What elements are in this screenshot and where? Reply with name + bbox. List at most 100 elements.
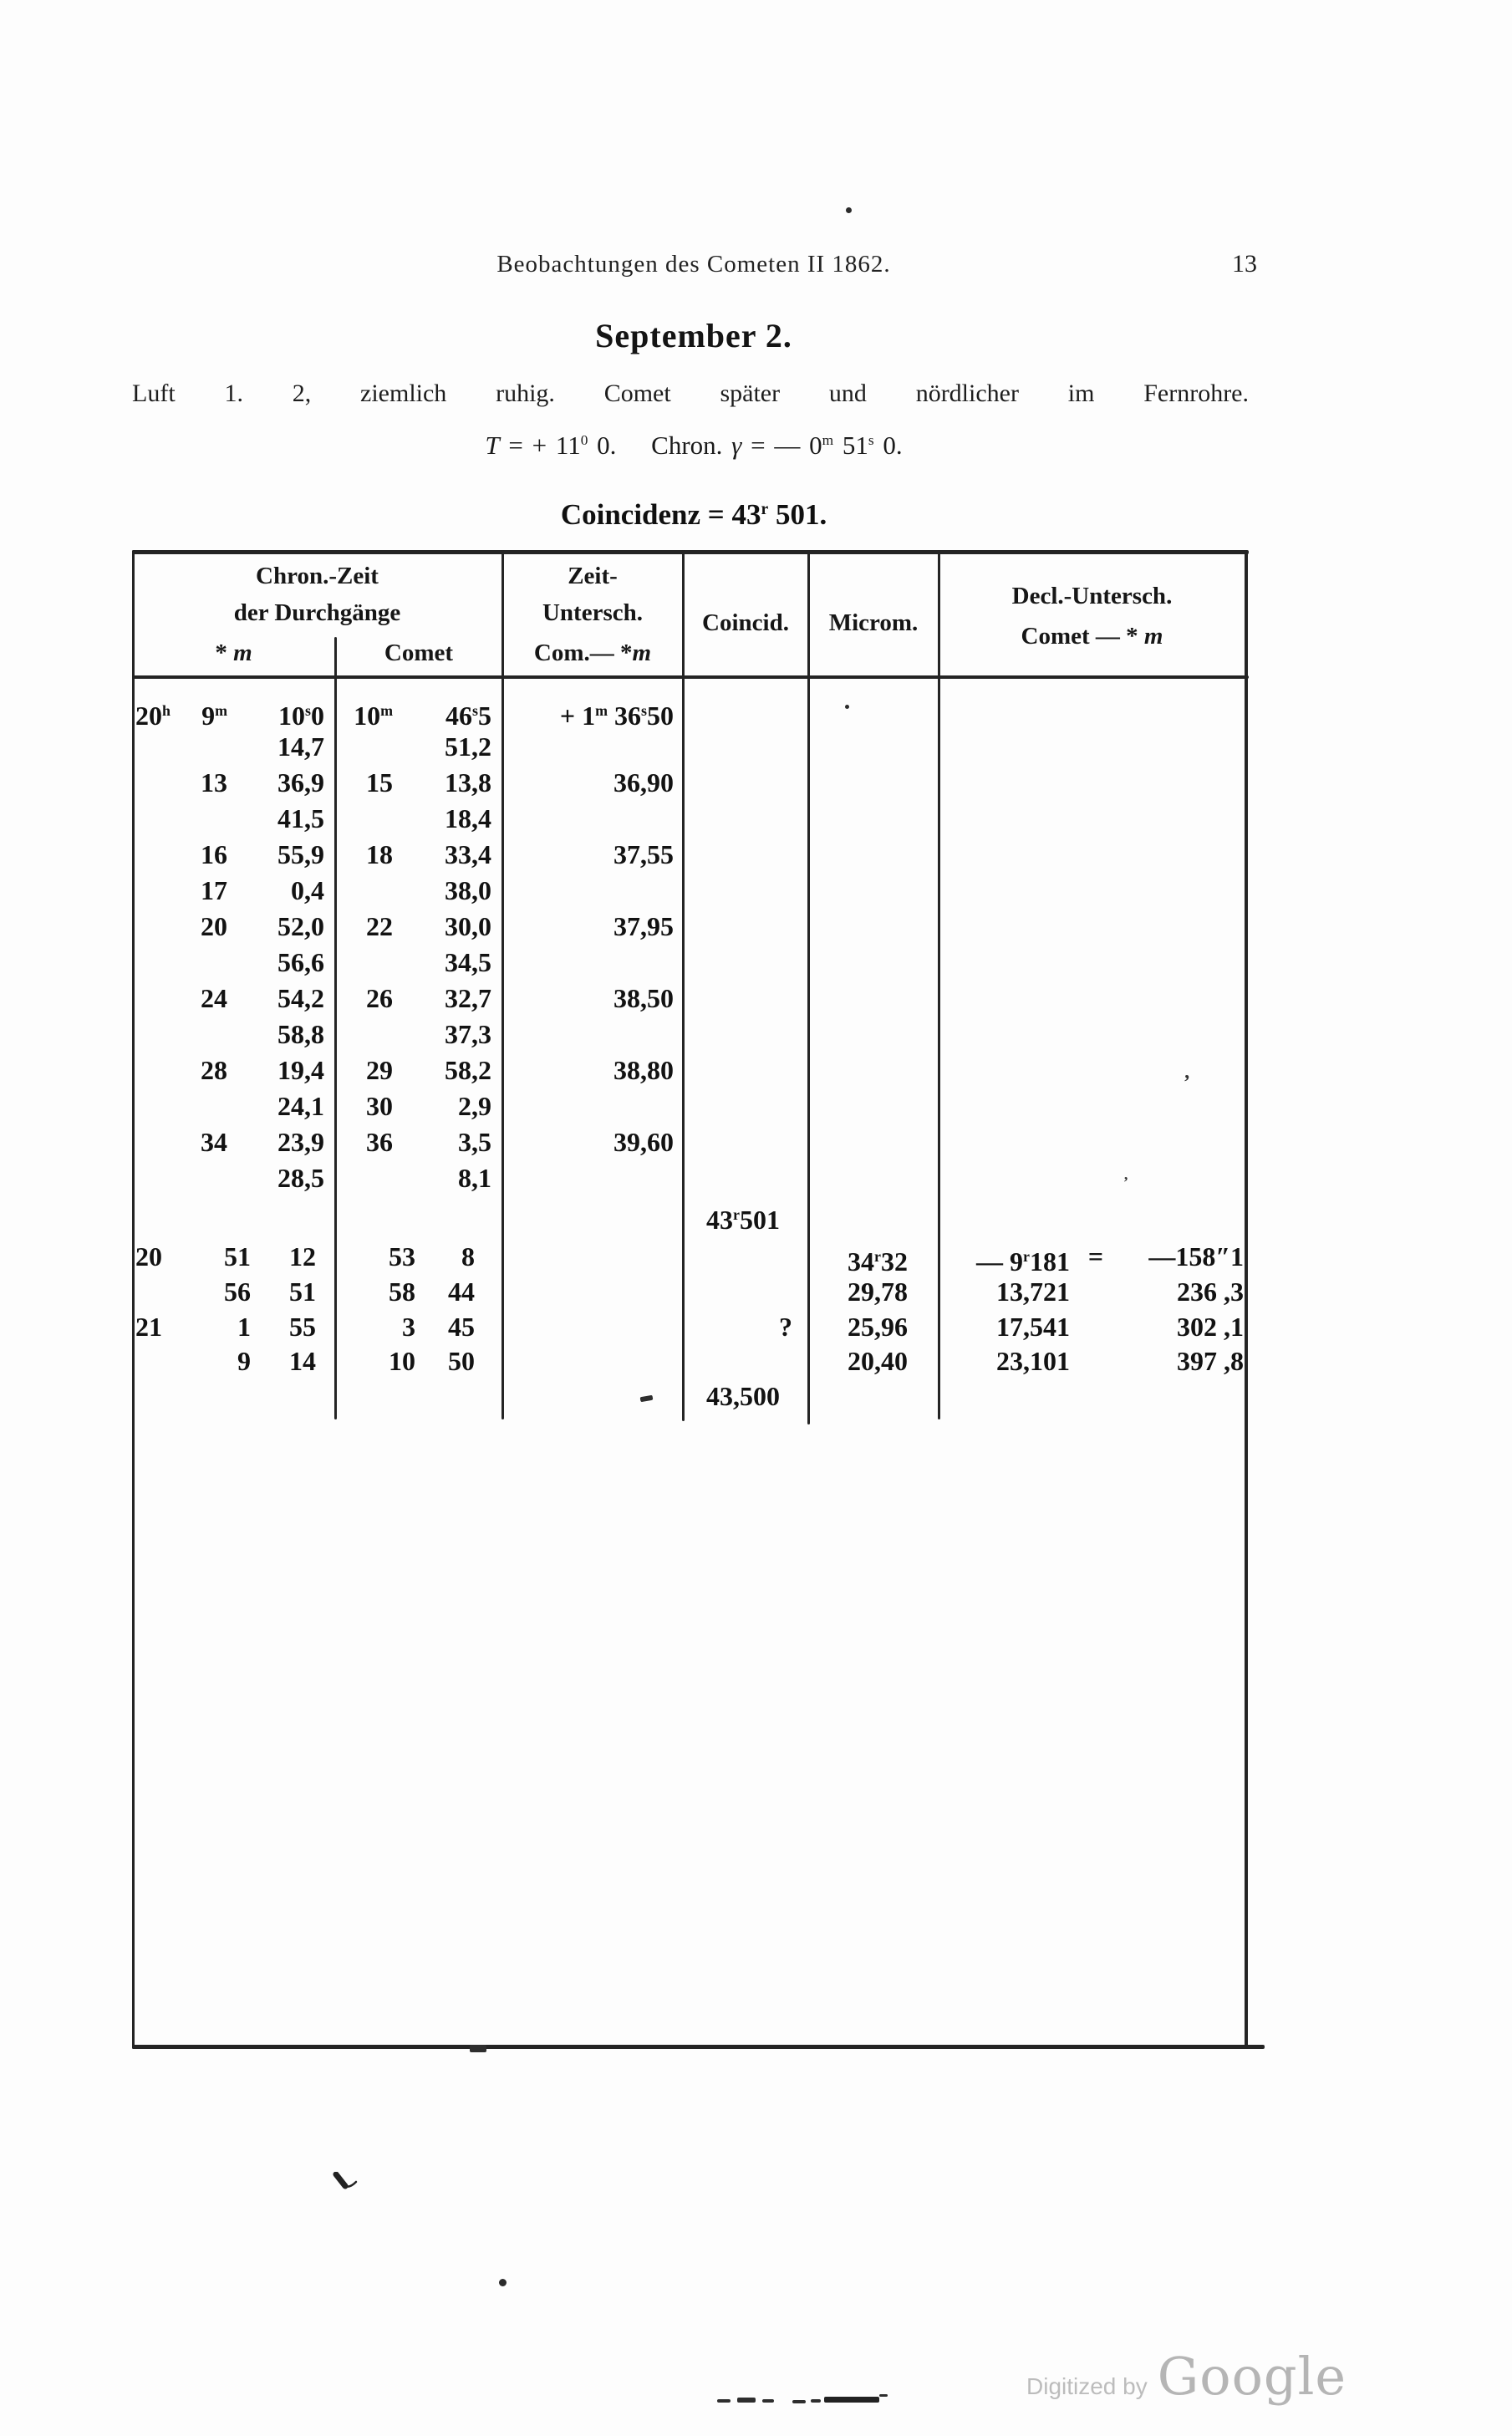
cell-decl-left: 23,101 [996,1346,1070,1376]
table-border-top [132,550,1249,554]
running-title: Beobachtungen des Cometen II 1862. [496,251,891,278]
cell-star-min: 17 [201,875,227,905]
table-row: 20 51 12 53 8 34r32 — 9r181 = —158″1 [132,1238,1247,1277]
table-row: 17 0,4 38,0 [132,872,1247,909]
ink-smudge-dash [792,2400,806,2403]
cell-zeit-untersch: 37,55 [613,839,674,869]
ink-smudge-dash [811,2399,821,2403]
ink-speck-top [846,207,852,213]
cell-decl-right: 302 ,1 [1177,1312,1244,1342]
cell-comet-sec: 3,5 [458,1127,491,1157]
table-row: 28 19,4 29 58,2 38,80 [132,1052,1247,1088]
cell-star-sec: 14 [289,1346,316,1376]
col-header-chron-2: der Durchgänge [233,599,401,626]
ink-smudge-dash [762,2399,774,2403]
table-row: 9 14 10 50 20,40 23,101 397 ,8 [132,1343,1247,1379]
cell-star-sec: 55 [289,1312,316,1342]
cell-comet-sec: 44 [448,1277,475,1307]
table-row: 20h 9m 10s0 10m 46s5 + 1m 36s50 [132,692,1247,731]
table-vrule-chron-zeit [501,550,504,1419]
ink-smudge-dash [879,2394,888,2397]
google-logo: Google [1157,2346,1347,2407]
cell-star-min: 56 [224,1277,251,1307]
table-vrule-microm-decl [938,550,940,1419]
cell-star-sec: 52,0 [277,911,324,941]
cell-star-sec: 10s0 [278,701,324,731]
cell-star-sec: 51 [289,1277,316,1307]
col-header-microm: Microm. [828,609,919,636]
cell-star-min: 16 [201,839,227,869]
table-row: 16 55,9 18 33,4 37,55 [132,836,1247,873]
cell-coincid: 43r501 [706,1205,780,1236]
table-row: 56 51 58 44 29,78 13,721 236 ,3 [132,1273,1247,1310]
cell-comet-sec: 38,0 [445,875,491,905]
table-vrule-star-comet [334,637,337,1419]
table-row: 24,1 30 2,9 [132,1088,1247,1124]
cell-star-sec: 41,5 [277,803,324,833]
cell-comet-min: 58 [389,1277,415,1307]
cell-star-min: 9 [237,1346,251,1376]
ink-speck-under-header [845,705,849,709]
cell-comet-min: 22 [366,911,393,941]
table-row: 14,7 51,2 [132,728,1247,765]
cell-comet-min: 15 [366,767,393,798]
table-row: 41,5 18,4 [132,800,1247,837]
watermark: Digitized by Google [1026,2346,1347,2407]
cell-comet-sec: 34,5 [445,947,491,977]
page-number: 13 [1232,250,1257,278]
cell-decl-left: 17,541 [996,1312,1070,1342]
ink-blob-bottom-border [470,2045,486,2052]
cell-star-sec: 12 [289,1241,316,1272]
cell-star-sec: 28,5 [277,1163,324,1193]
cell-decl-right: —158″1 [1148,1241,1244,1272]
cell-star-min: 28 [201,1055,227,1085]
cell-star-min: 20 [201,911,227,941]
cell-decl-equals: = [1087,1241,1104,1272]
table-header-rule [132,675,1249,679]
col-header-zeit-1: Zeit- [568,563,618,589]
table-row: 43r501 [132,1196,1247,1236]
cell-star-min: 34 [201,1127,227,1157]
col-header-zeit-2: Untersch. [542,599,643,626]
table-row: 13 36,9 15 13,8 36,90 [132,764,1247,801]
col-header-zeit-3: Com.— *m [533,640,652,666]
section-title: September 2. [595,317,792,354]
cell-star-sec: 36,9 [277,767,324,798]
table-row: 43,500 [132,1378,1247,1414]
cell-comet-min: 53 [389,1241,415,1272]
table-row: 28,5 8,1 [132,1159,1247,1196]
table-row: 24 54,2 26 32,7 38,50 [132,980,1247,1017]
col-header-star-m: * m [215,640,252,666]
cell-star-sec: 0,4 [291,875,324,905]
cell-star-min: 1 [237,1312,251,1342]
observation-note: Luft 1. 2, ziemlich ruhig. Comet später … [132,380,1249,407]
cell-comet-sec: 32,7 [445,983,491,1013]
col-header-decl-2: Comet — * m [1021,623,1163,650]
cell-star-sec: 23,9 [277,1127,324,1157]
cell-star-min: 9m [201,701,227,731]
ink-smudge-dash [824,2397,879,2403]
cell-comet-min: 36 [366,1127,393,1157]
ink-dot-bottom [499,2279,507,2286]
cell-decl-left: 13,721 [996,1277,1070,1307]
ink-tick-right: ’ [1123,1174,1128,1190]
parameters-line: T = + 110 0. Chron. γ = — 0m 51s 0. [485,430,903,460]
cell-comet-min: 10 [389,1346,415,1376]
col-header-decl-1: Decl.-Untersch. [1011,583,1173,609]
cell-comet-min: 10m [354,701,393,731]
table-border-bottom [132,2045,1265,2049]
table-vrule-zeit-coincid [682,550,685,1421]
cell-star-sec: 54,2 [277,983,324,1013]
table-row: 58,8 37,3 [132,1016,1247,1052]
table-border-left [132,550,135,2049]
cell-decl-right: 397 ,8 [1177,1346,1244,1376]
table-vrule-coincid-microm [807,550,810,1424]
cell-microm: 29,78 [848,1277,908,1307]
ink-checkmark [333,2172,358,2189]
cell-microm: 34r32 [848,1246,908,1277]
cell-star-hour: 20h [135,701,171,731]
cell-star-hour: 21 [135,1312,162,1342]
cell-zeit-untersch: 38,80 [613,1055,674,1085]
cell-comet-min: 29 [366,1055,393,1085]
